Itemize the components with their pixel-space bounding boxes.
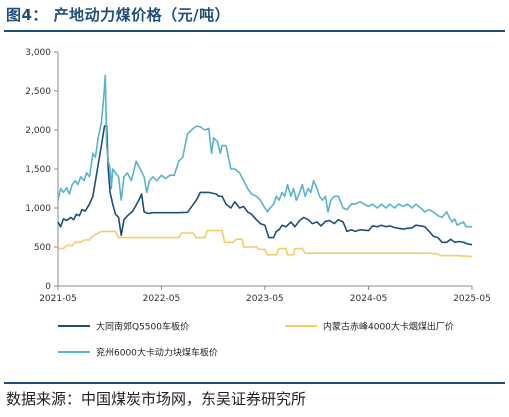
legend-label-1: 大同南郊Q5500车板价 [96, 321, 189, 333]
x-tick-label: 2024-05 [350, 294, 388, 304]
y-tick-label: 0 [45, 282, 51, 292]
y-tick-label: 2,000 [25, 126, 51, 136]
series-line-1 [57, 124, 473, 246]
y-tick-label: 1,500 [25, 165, 51, 175]
figure-title: 图4： 产地动力煤价格（元/吨） [6, 6, 231, 24]
data-source-note: 数据来源：中国煤炭市场网，东吴证券研究所 [6, 390, 307, 408]
y-tick-label: 2,500 [25, 87, 51, 97]
y-tick-label: 3,000 [25, 48, 51, 58]
x-tick-label: 2023-05 [246, 294, 284, 304]
title-rule [4, 30, 505, 32]
x-tick-label: 2021-05 [39, 294, 77, 304]
chart-series [57, 74, 473, 258]
chart-legend: 大同南郊Q5500车板价 内蒙古赤峰4000大卡烟煤出厂价兖州6000大卡动力块煤… [58, 321, 454, 359]
series-line-2 [58, 229, 473, 258]
source-rule [4, 382, 505, 384]
y-tick-label: 500 [34, 243, 51, 253]
x-tick-label: 2025-05 [453, 294, 491, 304]
x-tick-label: 2022-05 [143, 294, 181, 304]
legend-label-2: 内蒙古赤峰4000大卡烟煤出厂价 [323, 321, 454, 333]
y-tick-label: 1,000 [25, 204, 51, 214]
series-line-3 [57, 74, 472, 228]
legend-label-3: 兖州6000大卡动力块煤车板价 [96, 347, 218, 359]
chart-axes: 0 500 1,000 1,500 2,000 2,500 3,000 2021-05 2022… [25, 48, 491, 304]
price-line-chart: 0 500 1,000 1,500 2,000 2,500 3,000 2021-05 2022… [25, 48, 491, 359]
